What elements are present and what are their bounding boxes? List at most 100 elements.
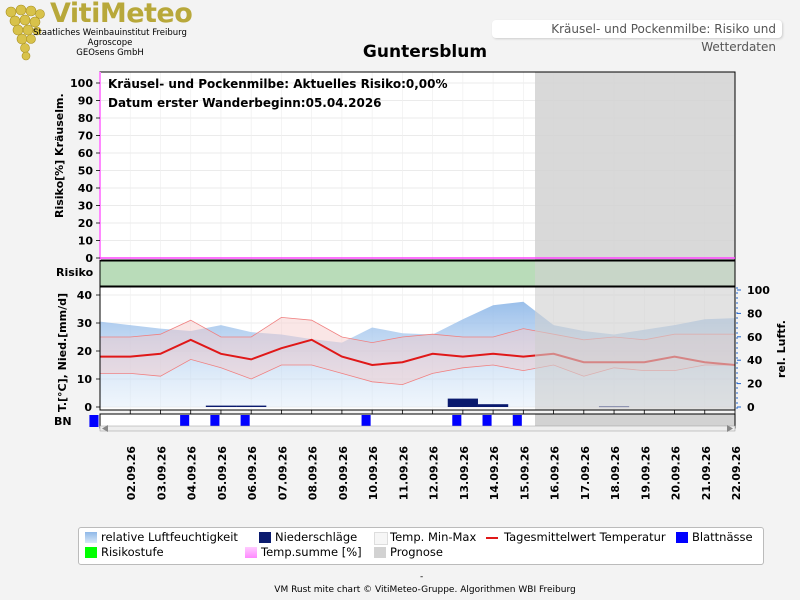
leafwet-segment [180,415,190,427]
scroll-right-arrow-icon[interactable] [727,425,733,432]
date-axis-label: 05.09.26 [216,446,229,501]
legend-swatch-rh [85,532,97,543]
date-axis-label: 02.09.26 [125,446,138,501]
legend-label-forecast: Prognose [390,545,443,559]
legend-label-rh: relative Luftfeuchtigkeit [101,530,238,544]
leafwet-segment [452,415,462,427]
date-axis-label: 18.09.26 [609,446,622,501]
legend-swatch-precip [259,532,271,543]
org-line-1: Staatliches Weinbauinstitut Freiburg [33,28,187,38]
footer-credit: VM Rust mite chart © VitiMeteo-Gruppe. A… [274,585,576,595]
risk-y-tick-label: 10 [78,235,94,248]
legend-swatch-tsum [245,547,257,558]
brand-logo-text: VitiMeteo [50,0,193,29]
weather-y-axis-right: 0 20 40 60 80 100 [737,284,770,414]
date-axis-label: 19.09.26 [639,446,652,501]
legend-label-tmean: Tagesmittelwert Temperatur [504,530,666,544]
legend-swatch-forecast [374,547,386,558]
time-scrollbar[interactable] [99,425,736,432]
risk-y-tick-label: 50 [78,165,94,178]
date-axis-label: 06.09.26 [246,446,259,501]
chart-legend: relative Luftfeuchtigkeit Niederschläge … [78,527,764,565]
risk-y-tick-label: 90 [78,95,94,108]
legend-label-tsum: Temp.summe [%] [261,545,362,559]
risk-y-tick-label: 0 [85,252,93,265]
legend-label-risk: Risikostufe [101,545,164,559]
date-axis-label: 16.09.26 [549,446,562,501]
risk-band-frame [99,260,736,287]
weather-y-axis-label-right: rel. Luftf. [775,320,788,378]
date-axis-label: 14.09.26 [488,446,501,501]
date-axis-label: 21.09.26 [700,446,713,501]
forecast-region-leafwet [535,414,735,428]
legend-swatch-risk [85,547,97,558]
rh-y-tick-label: 60 [747,331,763,344]
leafwet-segment [210,415,220,427]
weather-y-axis-left: 0 10 20 30 40 [77,289,100,414]
date-axis-label: 09.09.26 [337,446,350,501]
date-axis-label: 11.09.26 [397,446,410,501]
scroll-left-arrow-icon[interactable] [102,425,108,432]
legend-label-minmax: Temp. Min-Max [390,530,477,544]
legend-label-leafwet: Blattnässe [692,530,753,544]
leafwet-label: BN [54,415,72,428]
leafwet-bars [89,415,522,427]
date-axis-label: 17.09.26 [579,446,592,501]
risk-y-tick-label: 40 [78,182,94,195]
date-axis-labels: 02.09.26 03.09.26 04.09.26 05.09.26 06.09.26… [125,410,743,500]
date-axis-label: 12.09.26 [428,446,441,501]
risk-info-line-1: Kräusel- und Pockenmilbe: Aktuelles Risi… [108,77,448,91]
date-axis-label: 03.09.26 [155,446,168,501]
date-axis-label: 08.09.26 [307,446,320,501]
chart-subtitle: Kräusel- und Pockenmilbe: Risiko und Wet… [492,20,782,54]
leafwet-segment [482,415,492,427]
risk-y-axis: 0 10 20 30 40 50 60 70 80 90 100 [70,77,100,265]
precipitation-bar [205,405,237,407]
date-axis-label: 20.09.26 [670,446,683,501]
rh-y-tick-label: 40 [747,354,763,367]
leafwet-segment [240,415,250,427]
risk-band-label: Risiko [56,266,94,279]
weather-y-axis-label: T.[°C], Nied.[mm/d] [56,293,69,412]
date-axis-label: 07.09.26 [276,446,289,501]
forecast-region-top [535,72,735,260]
weather-y-tick-label: 20 [77,345,93,358]
legend-swatch-minmax [374,532,388,545]
forecast-region-risk [535,261,735,286]
date-axis-label: 10.09.26 [367,446,380,501]
date-axis-label: 04.09.26 [186,446,199,501]
weather-plot-frame [99,286,736,411]
org-line-3: GEOsens GmbH [76,48,144,58]
date-axis-label: 15.09.26 [518,446,531,501]
risk-y-axis-label: Risiko[%] Kräuselm. [53,93,66,218]
risk-y-tick-label: 30 [78,200,94,213]
rh-y-tick-label: 20 [747,378,763,391]
leafwet-segment [89,415,99,427]
risk-y-tick-label: 80 [78,112,94,125]
page-title: Guntersblum [362,42,488,62]
footer-dash: - [420,572,424,582]
date-axis-label: 22.09.26 [730,446,743,501]
legend-swatch-tmean [486,537,498,539]
leafwet-segment [512,415,522,427]
legend-swatch-leafwet [676,532,688,543]
org-line-2: Agroscope [87,38,133,48]
grape-logo-icon [5,4,45,61]
precipitation-bar [236,405,267,407]
date-axis-label: 13.09.26 [458,446,471,501]
precipitation-bar [477,404,509,407]
leafwet-segment [361,415,371,427]
risk-y-tick-label: 60 [78,147,94,160]
weather-y-tick-label: 10 [77,373,93,386]
risk-y-tick-label: 70 [78,130,94,143]
rh-y-tick-label: 80 [747,307,763,320]
risk-y-tick-label: 20 [78,217,94,230]
precipitation-bar [447,398,478,407]
risk-info-line-2: Datum erster Wanderbeginn:05.04.2026 [108,96,382,110]
risk-y-tick-label: 100 [70,77,93,90]
weather-y-tick-label: 40 [77,289,93,302]
weather-y-tick-label: 0 [84,401,92,414]
weather-y-tick-label: 30 [77,317,93,330]
forecast-region-weather [535,287,735,410]
